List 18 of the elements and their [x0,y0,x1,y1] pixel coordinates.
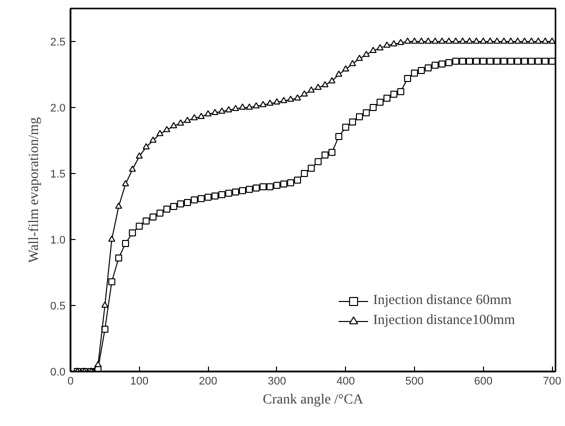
y-tick-label: 2.5 [50,36,66,48]
y-tick-label: 1.5 [50,168,66,180]
x-tick-label: 0 [67,376,74,388]
y-tick-label: 0.5 [50,300,66,312]
x-tick-label: 700 [542,376,562,388]
y-tick-label: 2.0 [50,102,66,114]
x-tick-label: 100 [130,376,148,388]
x-tick-label: 200 [198,376,218,388]
legend-label: Injection distance100mm [373,313,515,329]
legend-label: Injection distance 60mm [373,293,512,309]
y-tick-label: 1.0 [50,234,66,246]
x-tick-label: 500 [405,376,424,388]
x-tick-label: 300 [268,376,286,388]
x-tick-label: 600 [474,376,492,388]
x-axis-title: Crank angle /°CA [262,392,364,408]
x-tick-label: 400 [336,376,355,388]
y-tick-label: 0.0 [50,366,66,378]
y-axis-title: Wall-film evaporation/mg [27,117,42,263]
